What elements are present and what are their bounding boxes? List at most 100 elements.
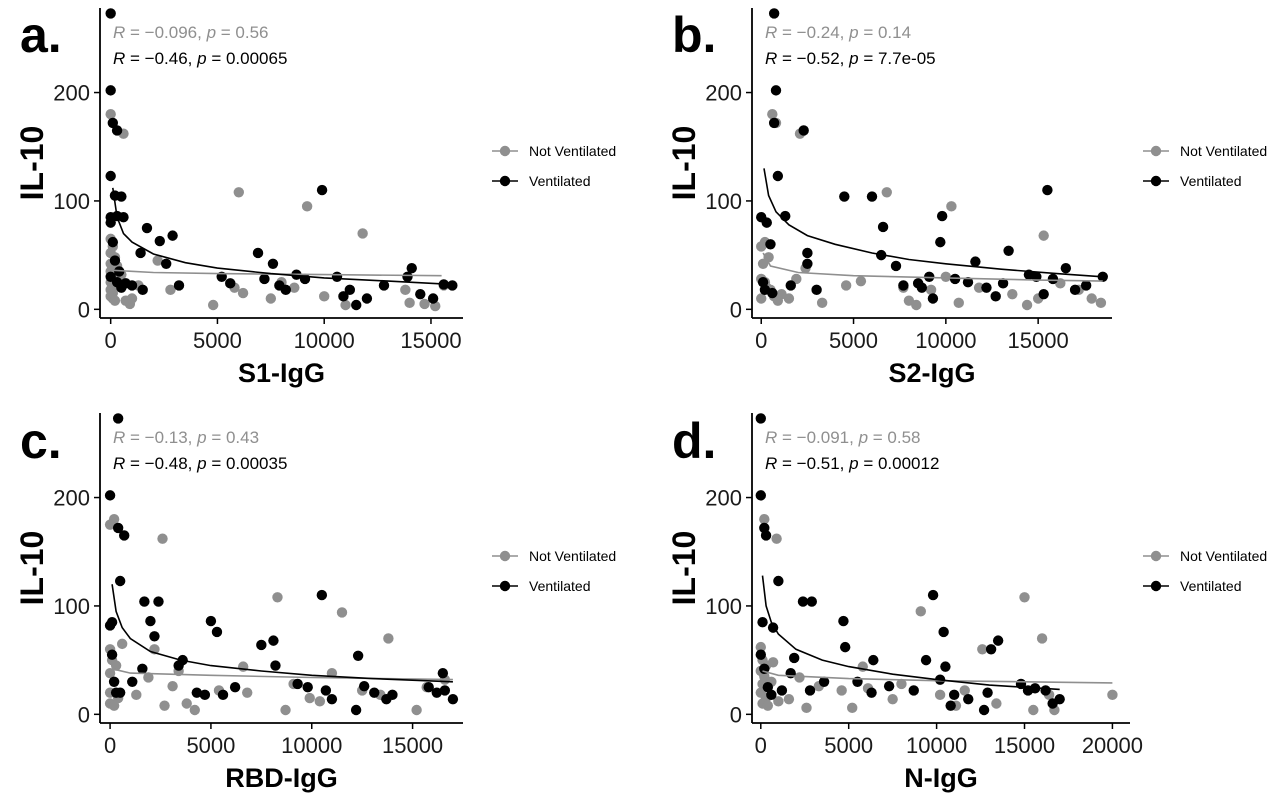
- data-point: [977, 644, 988, 655]
- fit-line-ventilated: [761, 575, 1060, 691]
- data-point: [173, 280, 185, 291]
- stat-annotation: R = −0.51, p = 0.00012: [765, 454, 939, 473]
- data-point: [404, 297, 415, 309]
- x-axis-label: S2-IgG: [888, 358, 975, 388]
- x-tick-label: 20000: [1082, 733, 1143, 758]
- data-point: [116, 191, 127, 202]
- x-tick-label: 0: [105, 328, 117, 353]
- data-point: [916, 282, 928, 293]
- panel-3: c. 0 100 200 0 5000 10000 15000 IL-10 RBD-IgG R = …: [14, 413, 616, 793]
- data-point: [771, 533, 782, 544]
- data-point: [839, 191, 850, 202]
- series-not-ventilated: [755, 514, 1118, 716]
- x-tick-label: 0: [755, 328, 767, 353]
- data-point: [962, 277, 974, 288]
- data-point: [997, 278, 1009, 289]
- data-point: [756, 293, 767, 304]
- series-ventilated: [104, 413, 459, 716]
- data-point: [940, 661, 951, 672]
- data-point: [211, 626, 223, 638]
- data-point: [1038, 288, 1049, 300]
- data-point: [985, 644, 997, 655]
- x-tick-label: 0: [104, 733, 116, 758]
- data-point: [387, 689, 398, 701]
- series-not-ventilated: [104, 514, 451, 716]
- data-point: [160, 258, 172, 270]
- x-tick-label: 10000: [281, 733, 342, 758]
- data-point: [765, 239, 776, 250]
- fit-line-not-ventilated: [112, 269, 442, 277]
- data-point: [423, 682, 434, 693]
- data-point: [256, 639, 267, 651]
- data-point: [137, 284, 148, 296]
- data-point: [111, 125, 123, 136]
- x-tick-label: 10000: [915, 328, 976, 353]
- data-point: [780, 210, 791, 222]
- data-point: [776, 685, 788, 696]
- y-tick-label: 100: [53, 594, 90, 619]
- data-point: [126, 293, 138, 304]
- data-point: [982, 687, 993, 698]
- data-point: [439, 685, 451, 696]
- data-point: [759, 514, 770, 525]
- data-point: [755, 641, 766, 653]
- data-point: [945, 700, 956, 711]
- panel-letter: c.: [20, 413, 62, 469]
- fit-line-not-ventilated: [111, 668, 453, 681]
- fit-line-ventilated: [763, 168, 1103, 278]
- data-point: [301, 201, 313, 212]
- data-point: [361, 293, 373, 304]
- data-point: [847, 702, 858, 714]
- data-point: [1021, 299, 1033, 311]
- legend-key-point: [499, 145, 511, 157]
- data-point: [112, 413, 124, 424]
- data-point: [770, 85, 782, 96]
- x-tick-label: 5000: [193, 328, 242, 353]
- data-point: [127, 676, 138, 688]
- data-point: [797, 596, 809, 607]
- data-point: [948, 689, 960, 701]
- data-point: [154, 235, 165, 247]
- data-point: [776, 288, 787, 300]
- data-point: [908, 685, 919, 696]
- data-point: [772, 170, 784, 182]
- y-tick-label: 200: [53, 486, 90, 511]
- data-point: [990, 291, 1001, 302]
- data-point: [320, 685, 332, 696]
- y-axis-label: IL-10: [666, 531, 702, 606]
- data-point: [1080, 280, 1092, 291]
- data-point: [801, 702, 812, 714]
- panel-letter: a.: [20, 7, 62, 63]
- y-tick-label: 200: [705, 486, 742, 511]
- x-tick-label: 15000: [400, 328, 461, 353]
- data-point: [757, 258, 769, 270]
- x-tick-label: 5000: [186, 733, 235, 758]
- data-point: [110, 660, 122, 671]
- data-point: [1003, 245, 1014, 256]
- data-point: [1042, 184, 1053, 196]
- data-point: [992, 635, 1004, 646]
- data-point: [783, 693, 795, 705]
- data-point: [137, 663, 148, 675]
- data-point: [755, 649, 766, 660]
- data-point: [105, 109, 116, 120]
- data-point: [1038, 230, 1049, 241]
- data-point: [229, 682, 241, 693]
- data-point: [811, 284, 822, 296]
- data-point: [383, 633, 394, 644]
- x-tick-label: 15000: [382, 733, 443, 758]
- data-point: [1107, 689, 1118, 701]
- data-point: [114, 575, 126, 587]
- data-point: [973, 282, 985, 293]
- legend-key-point: [1150, 580, 1162, 592]
- data-point: [191, 687, 202, 698]
- data-point: [199, 689, 211, 701]
- data-point: [326, 693, 338, 705]
- fit-line-ventilated: [111, 584, 453, 683]
- y-tick-label: 100: [705, 594, 742, 619]
- data-point: [280, 284, 291, 296]
- data-point: [755, 413, 766, 424]
- data-point: [107, 236, 119, 248]
- data-point: [267, 258, 279, 270]
